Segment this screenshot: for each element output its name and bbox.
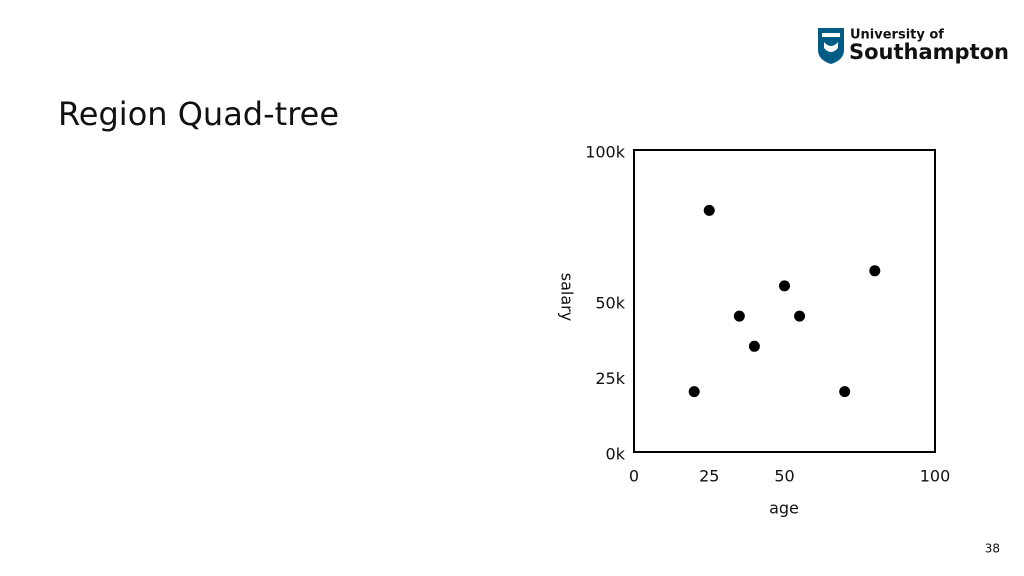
logo-line2: Southampton — [849, 40, 1009, 64]
page-number: 38 — [985, 542, 1000, 556]
logo-shield-detail — [822, 33, 840, 52]
data-point — [733, 310, 745, 322]
data-point — [748, 340, 760, 352]
y-tick-label: 0k — [606, 445, 626, 464]
plot-frame — [633, 149, 936, 453]
y-axis-label: salary — [558, 273, 577, 321]
data-point — [794, 310, 806, 322]
y-tick-label: 25k — [595, 369, 625, 388]
slide-title: Region Quad-tree — [58, 95, 339, 133]
x-tick-label: 0 — [629, 467, 639, 486]
data-point — [839, 386, 851, 398]
logo-line1: University of — [850, 28, 944, 43]
logo: University of Southampton — [818, 28, 1009, 64]
data-point — [703, 204, 715, 216]
data-point — [869, 265, 881, 277]
data-point — [779, 280, 790, 292]
data-point — [688, 386, 700, 398]
x-axis-label: age — [769, 499, 799, 518]
y-tick-label: 50k — [595, 294, 625, 313]
x-tick-label: 50 — [774, 467, 794, 486]
x-tick-label: 25 — [699, 467, 719, 486]
y-tick-label: 100k — [585, 143, 626, 162]
x-tick-label: 100 — [920, 467, 951, 486]
